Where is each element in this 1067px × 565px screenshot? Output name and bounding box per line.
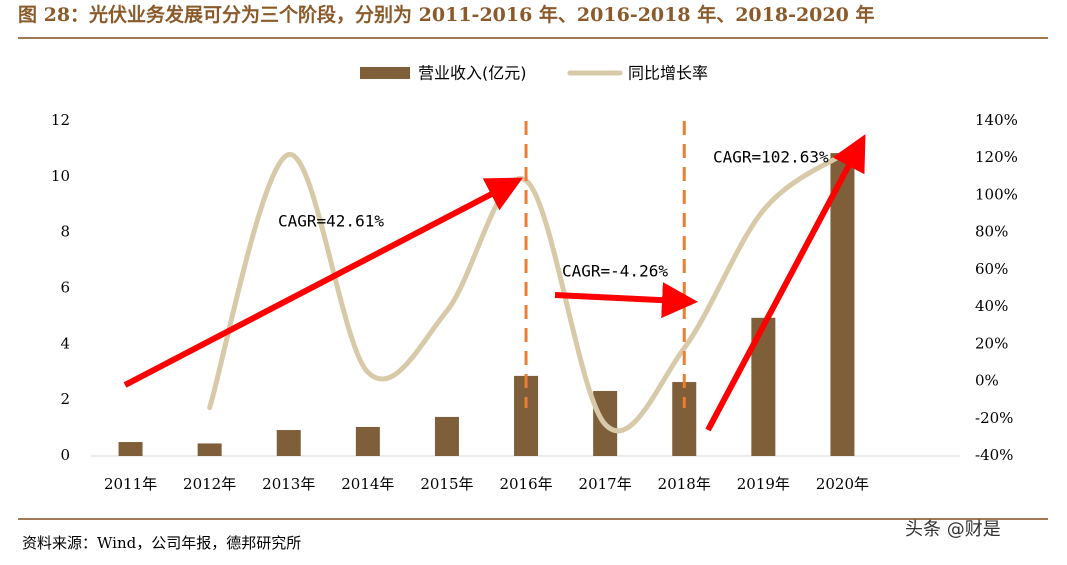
y2-tick-label: 60% xyxy=(975,260,1008,278)
y2-tick-label: 20% xyxy=(975,334,1008,352)
y-tick-label: 8 xyxy=(60,223,70,241)
y-tick-label: 6 xyxy=(60,279,70,297)
annotation: CAGR=102.63% xyxy=(713,148,829,167)
y2-tick-label: 0% xyxy=(975,372,999,390)
arrow xyxy=(705,134,866,432)
arrow xyxy=(123,177,523,388)
y-tick-label: 2 xyxy=(60,390,70,408)
x-tick-label: 2011年 xyxy=(104,475,157,493)
y2-tick-label: 80% xyxy=(975,223,1008,241)
bar xyxy=(118,442,143,456)
x-tick-label: 2016年 xyxy=(499,475,552,493)
y2-tick-label: -40% xyxy=(975,446,1013,464)
x-tick-label: 2012年 xyxy=(183,475,236,493)
x-tick-label: 2015年 xyxy=(420,475,473,493)
legend-label: 同比增长率 xyxy=(628,64,708,83)
chart-title: 图 28：光伏业务发展可分为三个阶段，分别为 2011-2016 年、2016-… xyxy=(18,3,874,26)
arrow xyxy=(554,282,698,319)
legend-label: 营业收入(亿元) xyxy=(418,64,527,83)
y2-tick-label: 120% xyxy=(975,148,1018,166)
bar xyxy=(434,416,459,456)
y-tick-label: 10 xyxy=(51,167,70,185)
watermark: 头条 @财是 xyxy=(905,519,1001,540)
x-tick-label: 2019年 xyxy=(737,475,790,493)
y2-tick-label: 40% xyxy=(975,297,1008,315)
x-tick-label: 2018年 xyxy=(658,475,711,493)
annotation: CAGR=-4.26% xyxy=(562,262,668,281)
bar xyxy=(355,426,380,456)
x-tick-label: 2017年 xyxy=(579,475,632,493)
y-tick-label: 0 xyxy=(60,446,70,464)
legend-swatch xyxy=(360,67,410,79)
y-tick-label: 4 xyxy=(60,334,70,352)
x-tick-label: 2013年 xyxy=(262,475,315,493)
bar xyxy=(514,375,539,456)
bar xyxy=(672,382,697,456)
source: 资料来源：Wind，公司年报，德邦研究所 xyxy=(22,534,301,552)
bar xyxy=(830,153,855,456)
x-tick-label: 2020年 xyxy=(816,475,869,493)
y2-tick-label: 140% xyxy=(975,111,1018,129)
bar xyxy=(197,443,222,456)
y2-tick-label: -20% xyxy=(975,409,1013,427)
annotation: CAGR=42.61% xyxy=(278,212,384,231)
x-tick-label: 2014年 xyxy=(341,475,394,493)
y-tick-label: 12 xyxy=(51,111,70,129)
y2-tick-label: 100% xyxy=(975,185,1018,203)
bar xyxy=(276,430,301,456)
